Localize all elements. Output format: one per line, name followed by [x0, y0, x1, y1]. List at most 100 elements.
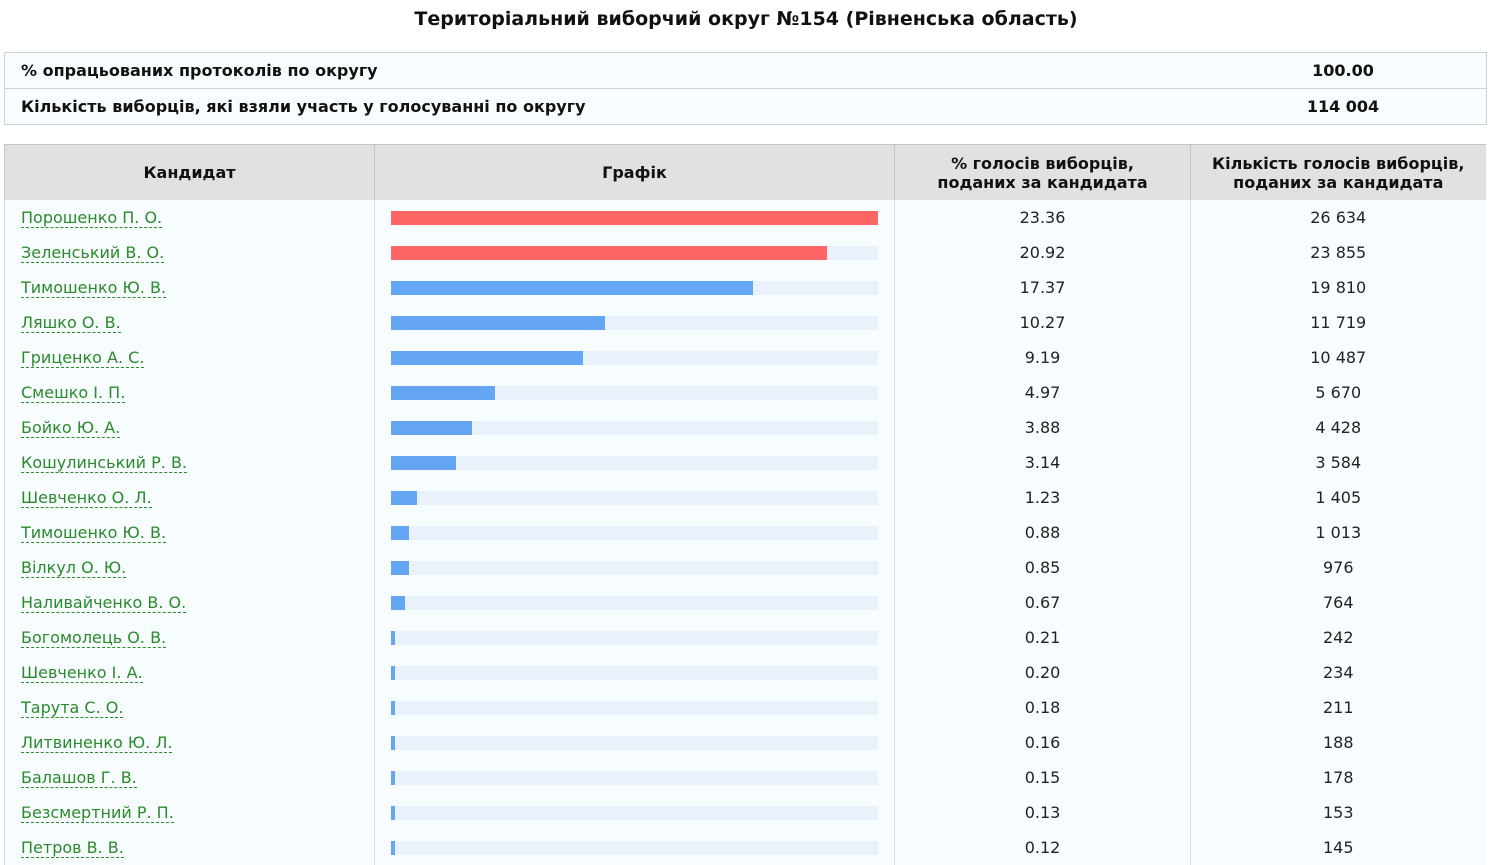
- votes-cell: 1 405: [1190, 480, 1486, 515]
- candidate-cell: Шевченко О. Л.: [4, 480, 375, 515]
- bar-track: [391, 211, 878, 225]
- percent-cell: 0.21: [894, 620, 1191, 655]
- bar-fill: [391, 736, 395, 750]
- percent-cell: 0.12: [894, 830, 1191, 865]
- summary-row-protocols: % опрацьованих протоколів по округу 100.…: [5, 53, 1486, 88]
- candidate-link[interactable]: Богомолець О. В.: [21, 628, 167, 648]
- candidate-cell: Балашов Г. В.: [4, 760, 375, 795]
- percent-cell: 0.20: [894, 655, 1191, 690]
- percent-cell: 0.85: [894, 550, 1191, 585]
- candidate-link[interactable]: Тимошенко Ю. В.: [21, 523, 167, 543]
- candidate-cell: Зеленський В. О.: [4, 235, 375, 270]
- candidate-cell: Порошенко П. О.: [4, 200, 375, 235]
- chart-cell: [374, 620, 895, 655]
- bar-fill: [391, 561, 409, 575]
- candidate-cell: Тимошенко Ю. В.: [4, 515, 375, 550]
- table-row: Тимошенко Ю. В. 0.88 1 013: [4, 515, 1486, 550]
- bar-fill: [391, 596, 405, 610]
- header-percent: % голосів виборців, поданих за кандидата: [894, 144, 1191, 200]
- votes-cell: 153: [1190, 795, 1486, 830]
- chart-cell: [374, 550, 895, 585]
- bar-track: [391, 491, 878, 505]
- candidate-cell: Кошулинський Р. В.: [4, 445, 375, 480]
- chart-cell: [374, 795, 895, 830]
- table-row: Зеленський В. О. 20.92 23 855: [4, 235, 1486, 270]
- header-candidate: Кандидат: [4, 144, 375, 200]
- percent-cell: 0.16: [894, 725, 1191, 760]
- percent-cell: 9.19: [894, 340, 1191, 375]
- candidate-link[interactable]: Тарута С. О.: [21, 698, 124, 718]
- candidate-link[interactable]: Бойко Ю. А.: [21, 418, 121, 438]
- candidate-link[interactable]: Тимошенко Ю. В.: [21, 278, 167, 298]
- bar-track: [391, 351, 878, 365]
- votes-cell: 211: [1190, 690, 1486, 725]
- table-row: Петров В. В. 0.12 145: [4, 830, 1486, 865]
- candidate-link[interactable]: Порошенко П. О.: [21, 208, 163, 228]
- votes-cell: 764: [1190, 585, 1486, 620]
- table-row: Наливайченко В. О. 0.67 764: [4, 585, 1486, 620]
- chart-cell: [374, 655, 895, 690]
- chart-cell: [374, 585, 895, 620]
- votes-cell: 26 634: [1190, 200, 1486, 235]
- candidate-cell: Ляшко О. В.: [4, 305, 375, 340]
- table-row: Безсмертний Р. П. 0.13 153: [4, 795, 1486, 830]
- candidate-link[interactable]: Кошулинський Р. В.: [21, 453, 187, 473]
- candidate-cell: Богомолець О. В.: [4, 620, 375, 655]
- bar-track: [391, 701, 878, 715]
- percent-cell: 17.37: [894, 270, 1191, 305]
- bar-track: [391, 281, 878, 295]
- votes-cell: 1 013: [1190, 515, 1486, 550]
- candidate-link[interactable]: Литвиненко Ю. Л.: [21, 733, 173, 753]
- chart-cell: [374, 305, 895, 340]
- bar-fill: [391, 526, 410, 540]
- candidate-link[interactable]: Зеленський В. О.: [21, 243, 165, 263]
- bar-track: [391, 561, 878, 575]
- votes-cell: 19 810: [1190, 270, 1486, 305]
- candidate-link[interactable]: Ляшко О. В.: [21, 313, 121, 333]
- chart-cell: [374, 725, 895, 760]
- table-row: Тимошенко Ю. В. 17.37 19 810: [4, 270, 1486, 305]
- votes-cell: 178: [1190, 760, 1486, 795]
- bar-track: [391, 771, 878, 785]
- bar-track: [391, 631, 878, 645]
- percent-cell: 0.88: [894, 515, 1191, 550]
- votes-cell: 4 428: [1190, 410, 1486, 445]
- votes-cell: 145: [1190, 830, 1486, 865]
- bar-fill: [391, 491, 417, 505]
- percent-cell: 0.13: [894, 795, 1191, 830]
- candidate-link[interactable]: Шевченко І. А.: [21, 663, 143, 683]
- bar-fill: [391, 841, 395, 855]
- chart-cell: [374, 340, 895, 375]
- candidate-link[interactable]: Наливайченко В. О.: [21, 593, 187, 613]
- chart-cell: [374, 375, 895, 410]
- percent-cell: 20.92: [894, 235, 1191, 270]
- table-row: Ляшко О. В. 10.27 11 719: [4, 305, 1486, 340]
- bar-fill: [391, 631, 396, 645]
- bar-track: [391, 596, 878, 610]
- chart-cell: [374, 200, 895, 235]
- candidate-link[interactable]: Вілкул О. Ю.: [21, 558, 127, 578]
- header-votes-line2: поданих за кандидата: [1233, 172, 1444, 192]
- percent-cell: 0.15: [894, 760, 1191, 795]
- percent-cell: 10.27: [894, 305, 1191, 340]
- table-row: Шевченко О. Л. 1.23 1 405: [4, 480, 1486, 515]
- candidate-link[interactable]: Безсмертний Р. П.: [21, 803, 174, 823]
- votes-cell: 5 670: [1190, 375, 1486, 410]
- chart-cell: [374, 760, 895, 795]
- header-votes: Кількість голосів виборців, поданих за к…: [1190, 144, 1486, 200]
- candidate-link[interactable]: Гриценко А. С.: [21, 348, 145, 368]
- candidate-link[interactable]: Шевченко О. Л.: [21, 488, 152, 508]
- table-row: Тарута С. О. 0.18 211: [4, 690, 1486, 725]
- table-row: Кошулинський Р. В. 3.14 3 584: [4, 445, 1486, 480]
- percent-cell: 4.97: [894, 375, 1191, 410]
- candidate-link[interactable]: Петров В. В.: [21, 838, 124, 858]
- bar-fill: [391, 351, 583, 365]
- percent-cell: 0.18: [894, 690, 1191, 725]
- candidate-link[interactable]: Балашов Г. В.: [21, 768, 137, 788]
- votes-cell: 3 584: [1190, 445, 1486, 480]
- bar-fill: [391, 666, 396, 680]
- results-body: Порошенко П. О. 23.36 26 634 Зеленський В. …: [4, 200, 1486, 865]
- bar-fill: [391, 386, 495, 400]
- percent-cell: 0.67: [894, 585, 1191, 620]
- candidate-link[interactable]: Смешко І. П.: [21, 383, 126, 403]
